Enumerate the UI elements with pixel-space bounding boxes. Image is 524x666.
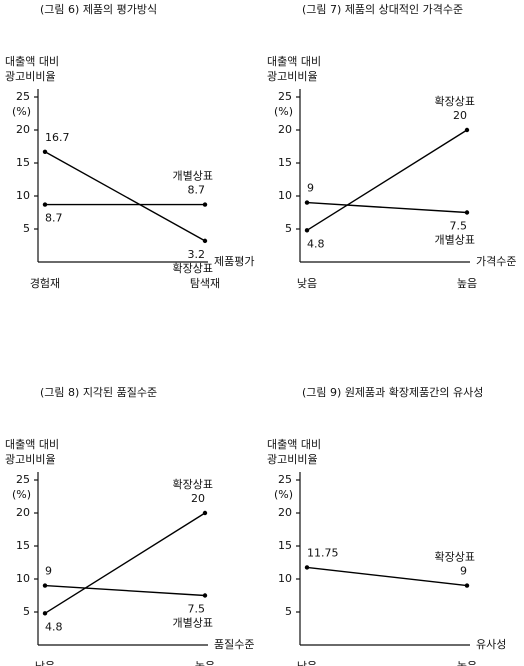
y-unit: (%) xyxy=(274,488,293,501)
point xyxy=(42,611,48,616)
chart-title: (그림 7) 제품의 상대적인 가격수준 xyxy=(302,3,463,16)
series-name: 확장상표 xyxy=(173,262,213,275)
y-tick-label: 25 xyxy=(278,90,292,103)
series-line xyxy=(44,151,206,242)
value-label: 4.8 xyxy=(45,620,63,633)
value-label: 20 xyxy=(191,492,205,505)
point xyxy=(304,200,310,205)
point xyxy=(464,127,470,133)
y-tick-label: 10 xyxy=(278,189,292,202)
x-tick-label: 낮음 xyxy=(35,660,55,666)
value-label: 7.5 xyxy=(188,603,206,616)
x-tick-label: 탐색재 xyxy=(190,277,220,290)
series-name: 확장상표 xyxy=(435,95,475,108)
point xyxy=(42,149,48,154)
point xyxy=(304,565,310,570)
series-name: 개별상표 xyxy=(435,234,475,247)
y-unit: (%) xyxy=(12,105,31,118)
y-tick-label: 15 xyxy=(278,156,292,169)
point xyxy=(202,593,208,598)
y-axis-label: 광고비비율 xyxy=(5,70,56,83)
y-axis-label: 대출액 대비 xyxy=(5,55,59,68)
x-axis-label: 제품평가 xyxy=(214,255,254,268)
y-tick-label: 20 xyxy=(278,123,292,136)
y-tick-label: 10 xyxy=(278,572,292,585)
y-unit: (%) xyxy=(274,105,293,118)
point xyxy=(42,583,48,588)
series-line xyxy=(44,584,206,597)
y-tick-label: 5 xyxy=(285,605,292,618)
x-tick-label: 높음 xyxy=(457,277,477,290)
y-tick-label: 5 xyxy=(285,222,292,235)
y-tick-label: 15 xyxy=(16,156,30,169)
y-tick-label: 15 xyxy=(278,539,292,552)
point xyxy=(202,202,208,207)
y-axis-label: 광고비비율 xyxy=(5,453,56,466)
series-name: 확장상표 xyxy=(435,551,475,564)
y-tick-label: 10 xyxy=(16,572,30,585)
y-tick-label: 5 xyxy=(23,222,30,235)
value-label: 4.8 xyxy=(307,237,325,250)
value-label: 8.7 xyxy=(188,184,206,197)
series-line xyxy=(306,566,468,587)
value-label: 20 xyxy=(453,109,467,122)
point xyxy=(464,210,470,215)
x-axis-label: 가격수준 xyxy=(476,255,516,268)
series-name: 확장상표 xyxy=(173,478,213,491)
series-name: 개별상표 xyxy=(173,617,213,630)
y-axis-label: 광고비비율 xyxy=(267,453,318,466)
point xyxy=(464,583,470,588)
y-tick-label: 25 xyxy=(16,90,30,103)
y-tick-label: 25 xyxy=(278,473,292,486)
x-tick-label: 낮음 xyxy=(297,660,317,666)
value-label: 8.7 xyxy=(45,212,63,225)
chart-title: (그림 8) 지각된 품질수준 xyxy=(40,386,157,399)
y-tick-label: 10 xyxy=(16,189,30,202)
y-unit: (%) xyxy=(12,488,31,501)
y-tick-label: 5 xyxy=(23,605,30,618)
point xyxy=(304,228,310,233)
point xyxy=(202,510,208,516)
y-tick-label: 25 xyxy=(16,473,30,486)
x-tick-label: 낮음 xyxy=(297,277,317,290)
y-tick-label: 20 xyxy=(278,506,292,519)
y-tick-label: 20 xyxy=(16,506,30,519)
series-line xyxy=(306,129,468,231)
chart-title: (그림 6) 제품의 평가방식 xyxy=(40,3,157,16)
series-line xyxy=(306,201,468,214)
point xyxy=(42,202,48,207)
chart-title: (그림 9) 원제품과 확장제품간의 유사성 xyxy=(302,386,483,399)
y-axis-label: 대출액 대비 xyxy=(267,438,321,451)
value-label: 9 xyxy=(460,565,467,578)
value-label: 3.2 xyxy=(188,248,206,261)
value-label: 16.7 xyxy=(45,131,70,144)
value-label: 11.75 xyxy=(307,546,339,559)
x-tick-label: 경험재 xyxy=(30,277,60,290)
y-axis-label: 광고비비율 xyxy=(267,70,318,83)
value-label: 9 xyxy=(45,565,52,578)
y-axis-label: 대출액 대비 xyxy=(5,438,59,451)
point xyxy=(202,238,208,244)
x-tick-label: 높음 xyxy=(195,660,215,666)
x-axis-label: 품질수준 xyxy=(214,638,254,651)
y-tick-label: 15 xyxy=(16,539,30,552)
x-tick-label: 높음 xyxy=(457,660,477,666)
x-axis-label: 유사성 xyxy=(476,638,506,651)
y-tick-label: 20 xyxy=(16,123,30,136)
value-label: 7.5 xyxy=(450,220,468,233)
y-axis-label: 대출액 대비 xyxy=(267,55,321,68)
series-name: 개별상표 xyxy=(173,170,213,183)
value-label: 9 xyxy=(307,182,314,195)
series-line xyxy=(44,512,206,614)
